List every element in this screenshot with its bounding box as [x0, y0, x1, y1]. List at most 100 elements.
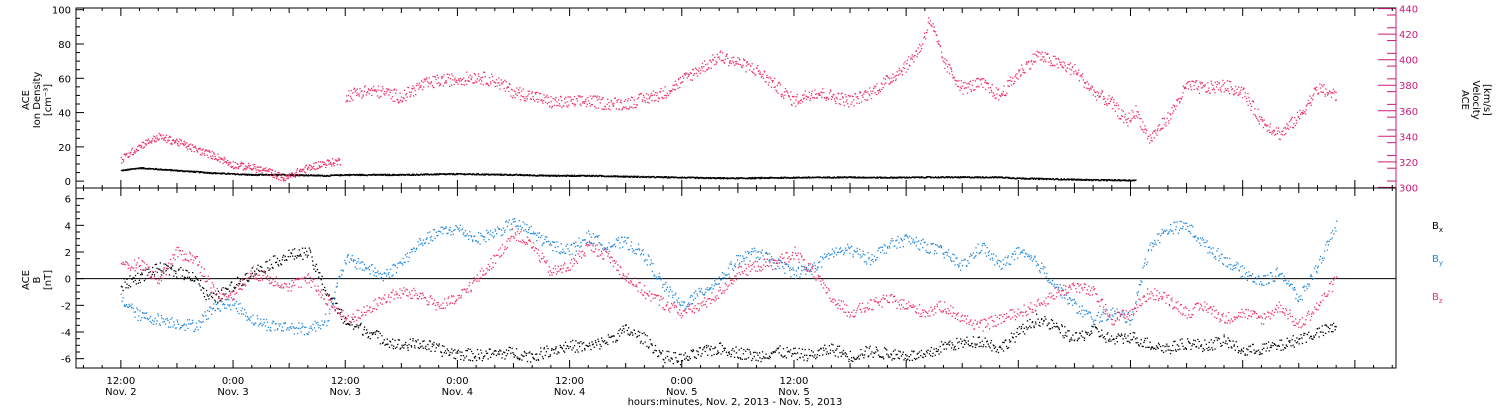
velocity-point — [776, 90, 778, 92]
velocity-point — [1031, 60, 1033, 62]
bx-point — [547, 348, 549, 350]
density-point — [542, 174, 544, 176]
bx-point — [677, 360, 680, 362]
density-point — [946, 176, 948, 178]
velocity-point — [671, 90, 673, 92]
bx-point — [182, 269, 184, 271]
velocity-point — [749, 69, 751, 71]
bx-point — [668, 359, 670, 361]
density-point — [541, 174, 543, 177]
velocity-point — [1258, 120, 1260, 122]
velocity-point — [1021, 64, 1023, 66]
density-point — [389, 174, 392, 177]
velocity-point — [551, 105, 554, 108]
density-point — [800, 177, 802, 179]
bx-point — [383, 339, 385, 341]
bx-point — [392, 347, 394, 350]
bx-point — [581, 343, 583, 345]
velocity-point — [1321, 91, 1323, 93]
velocity-point — [164, 136, 166, 139]
velocity-point — [1110, 98, 1113, 101]
velocity-point — [145, 139, 147, 141]
bx-point — [632, 334, 634, 336]
velocity-point — [532, 96, 534, 98]
velocity-point — [547, 96, 549, 98]
velocity-point — [891, 81, 893, 83]
bx-point — [363, 328, 365, 331]
density-point — [384, 174, 387, 177]
velocity-point — [940, 51, 943, 53]
bx-point — [303, 252, 305, 254]
velocity-point — [490, 83, 492, 85]
velocity-point — [1171, 107, 1173, 109]
bx-point — [604, 340, 606, 342]
density-point — [322, 175, 324, 177]
velocity-point — [574, 105, 576, 107]
velocity-point — [706, 68, 709, 71]
bx-point — [689, 358, 691, 360]
density-point — [749, 177, 752, 179]
velocity-point — [1221, 85, 1223, 87]
density-point — [348, 173, 350, 176]
velocity-point — [1025, 61, 1028, 63]
density-point — [422, 174, 424, 176]
velocity-point — [857, 95, 859, 98]
velocity-point — [188, 145, 190, 147]
velocity-point — [314, 168, 316, 171]
bx-point — [651, 343, 653, 345]
density-point — [849, 176, 851, 178]
density-point — [484, 173, 486, 175]
bx-point — [525, 354, 527, 357]
velocity-point — [870, 97, 873, 100]
density-point — [1124, 179, 1126, 181]
bx-point — [133, 277, 135, 279]
velocity-point — [1150, 139, 1152, 142]
bx-point — [276, 261, 278, 263]
bx-point — [359, 324, 361, 327]
velocity-point — [1254, 108, 1256, 110]
velocity-point — [975, 86, 977, 88]
density-point — [680, 176, 682, 178]
velocity-point — [947, 66, 949, 68]
velocity-point — [334, 159, 336, 161]
density-point — [1052, 178, 1054, 180]
velocity-point — [570, 100, 572, 102]
bx-point — [472, 360, 474, 362]
velocity-point — [1006, 80, 1009, 82]
velocity-point — [1217, 89, 1220, 91]
velocity-point — [469, 74, 471, 76]
velocity-point — [362, 95, 364, 97]
velocity-point — [1231, 89, 1233, 91]
bx-point — [339, 308, 341, 310]
velocity-point — [569, 96, 571, 98]
velocity-point — [1312, 98, 1314, 101]
bx-point — [675, 357, 677, 359]
velocity-point — [1236, 88, 1238, 90]
velocity-point — [757, 64, 759, 67]
velocity-point — [572, 98, 574, 101]
velocity-point — [625, 108, 628, 110]
velocity-point — [1095, 91, 1097, 94]
density-point — [1097, 179, 1099, 181]
velocity-point — [646, 98, 648, 100]
velocity-point — [1099, 95, 1101, 98]
velocity-point — [1082, 73, 1084, 75]
velocity-point — [267, 170, 269, 172]
density-point — [500, 174, 502, 176]
velocity-point — [834, 100, 836, 102]
velocity-point — [171, 143, 173, 145]
bx-point — [483, 356, 485, 358]
density-point — [484, 174, 486, 176]
density-point — [180, 170, 182, 172]
velocity-point — [154, 136, 156, 138]
density-point — [140, 167, 142, 170]
velocity-point — [186, 145, 188, 147]
velocity-point — [171, 139, 174, 142]
velocity-point — [183, 140, 185, 142]
velocity-point — [954, 79, 956, 81]
velocity-point — [482, 76, 484, 78]
velocity-point — [1124, 113, 1126, 115]
velocity-point — [576, 98, 578, 100]
bx-point — [770, 352, 772, 354]
